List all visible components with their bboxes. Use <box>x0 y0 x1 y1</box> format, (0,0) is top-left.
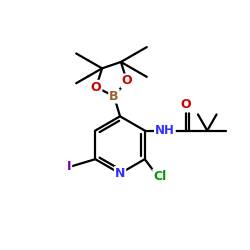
Text: Cl: Cl <box>153 170 166 182</box>
Text: N: N <box>115 167 125 180</box>
Text: O: O <box>181 98 192 112</box>
Text: O: O <box>122 74 132 88</box>
Text: I: I <box>67 160 71 173</box>
Text: O: O <box>91 81 102 94</box>
Text: B: B <box>109 90 119 102</box>
Text: NH: NH <box>155 124 175 137</box>
